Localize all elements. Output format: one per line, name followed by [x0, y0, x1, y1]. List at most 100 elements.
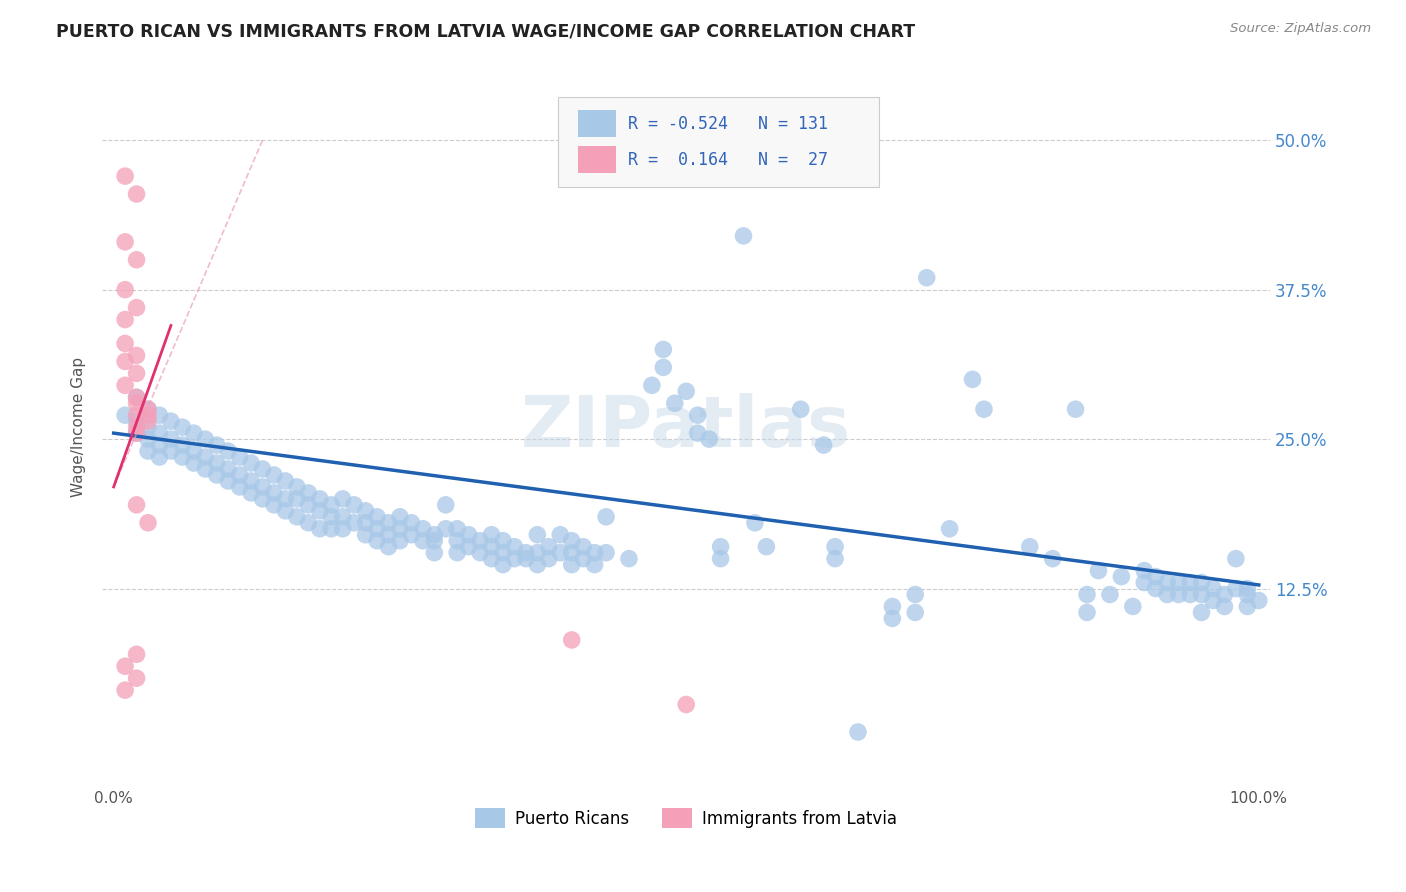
Point: [1236, 587, 1258, 601]
Point: [412, 522, 434, 536]
Point: [1236, 582, 1258, 596]
Point: [572, 540, 595, 554]
Point: [388, 522, 411, 536]
Point: [205, 438, 228, 452]
Point: [1098, 587, 1121, 601]
Point: [526, 558, 548, 572]
Point: [136, 420, 159, 434]
Point: [377, 516, 399, 530]
Point: [125, 671, 148, 685]
Point: [492, 533, 515, 548]
Point: [217, 462, 239, 476]
Point: [321, 522, 343, 536]
Point: [1133, 575, 1156, 590]
Point: [321, 509, 343, 524]
Point: [882, 599, 904, 614]
Point: [172, 420, 194, 434]
Point: [354, 516, 377, 530]
Point: [125, 414, 148, 428]
Point: [434, 498, 457, 512]
Point: [217, 444, 239, 458]
Point: [136, 408, 159, 422]
Point: [813, 438, 835, 452]
Point: [1042, 551, 1064, 566]
Point: [114, 336, 136, 351]
Point: [160, 432, 183, 446]
Point: [388, 533, 411, 548]
Point: [1178, 587, 1201, 601]
Point: [136, 516, 159, 530]
FancyBboxPatch shape: [578, 110, 616, 137]
Point: [412, 533, 434, 548]
FancyBboxPatch shape: [558, 97, 879, 186]
Point: [846, 725, 869, 739]
Point: [114, 378, 136, 392]
Point: [240, 486, 263, 500]
Point: [492, 546, 515, 560]
Point: [1064, 402, 1087, 417]
Point: [240, 456, 263, 470]
Point: [904, 587, 927, 601]
Point: [423, 533, 446, 548]
Point: [125, 426, 148, 441]
Point: [1133, 564, 1156, 578]
Point: [457, 540, 479, 554]
Point: [515, 546, 537, 560]
Point: [710, 540, 733, 554]
Point: [1122, 599, 1144, 614]
Point: [595, 509, 617, 524]
Point: [343, 516, 366, 530]
Point: [744, 516, 766, 530]
Point: [1076, 587, 1098, 601]
Point: [583, 558, 606, 572]
Point: [595, 546, 617, 560]
Point: [561, 533, 583, 548]
Point: [297, 516, 319, 530]
Point: [160, 444, 183, 458]
Point: [548, 527, 571, 541]
Point: [228, 450, 250, 464]
Point: [366, 509, 388, 524]
Point: [114, 169, 136, 183]
Point: [915, 270, 938, 285]
Point: [263, 486, 285, 500]
Point: [675, 698, 697, 712]
Point: [125, 648, 148, 662]
Point: [136, 402, 159, 417]
Point: [938, 522, 960, 536]
Point: [824, 540, 846, 554]
Legend: Puerto Ricans, Immigrants from Latvia: Puerto Ricans, Immigrants from Latvia: [468, 801, 904, 835]
Point: [401, 527, 423, 541]
Point: [526, 527, 548, 541]
Point: [1191, 587, 1213, 601]
Point: [755, 540, 778, 554]
Point: [332, 491, 354, 506]
Point: [503, 540, 526, 554]
Point: [583, 546, 606, 560]
Point: [297, 498, 319, 512]
Point: [1018, 540, 1040, 554]
Point: [675, 384, 697, 399]
Point: [548, 546, 571, 560]
Point: [1144, 582, 1167, 596]
Point: [114, 659, 136, 673]
Point: [973, 402, 995, 417]
Point: [125, 426, 148, 441]
Point: [664, 396, 686, 410]
Point: [1202, 582, 1225, 596]
Point: [377, 527, 399, 541]
Y-axis label: Wage/Income Gap: Wage/Income Gap: [72, 357, 86, 497]
Point: [285, 509, 308, 524]
Point: [572, 551, 595, 566]
Point: [1167, 575, 1189, 590]
Point: [686, 408, 709, 422]
Point: [217, 474, 239, 488]
Point: [354, 527, 377, 541]
Point: [904, 606, 927, 620]
Point: [790, 402, 813, 417]
Point: [136, 414, 159, 428]
Point: [125, 367, 148, 381]
Point: [125, 390, 148, 404]
Point: [446, 533, 468, 548]
Point: [526, 546, 548, 560]
